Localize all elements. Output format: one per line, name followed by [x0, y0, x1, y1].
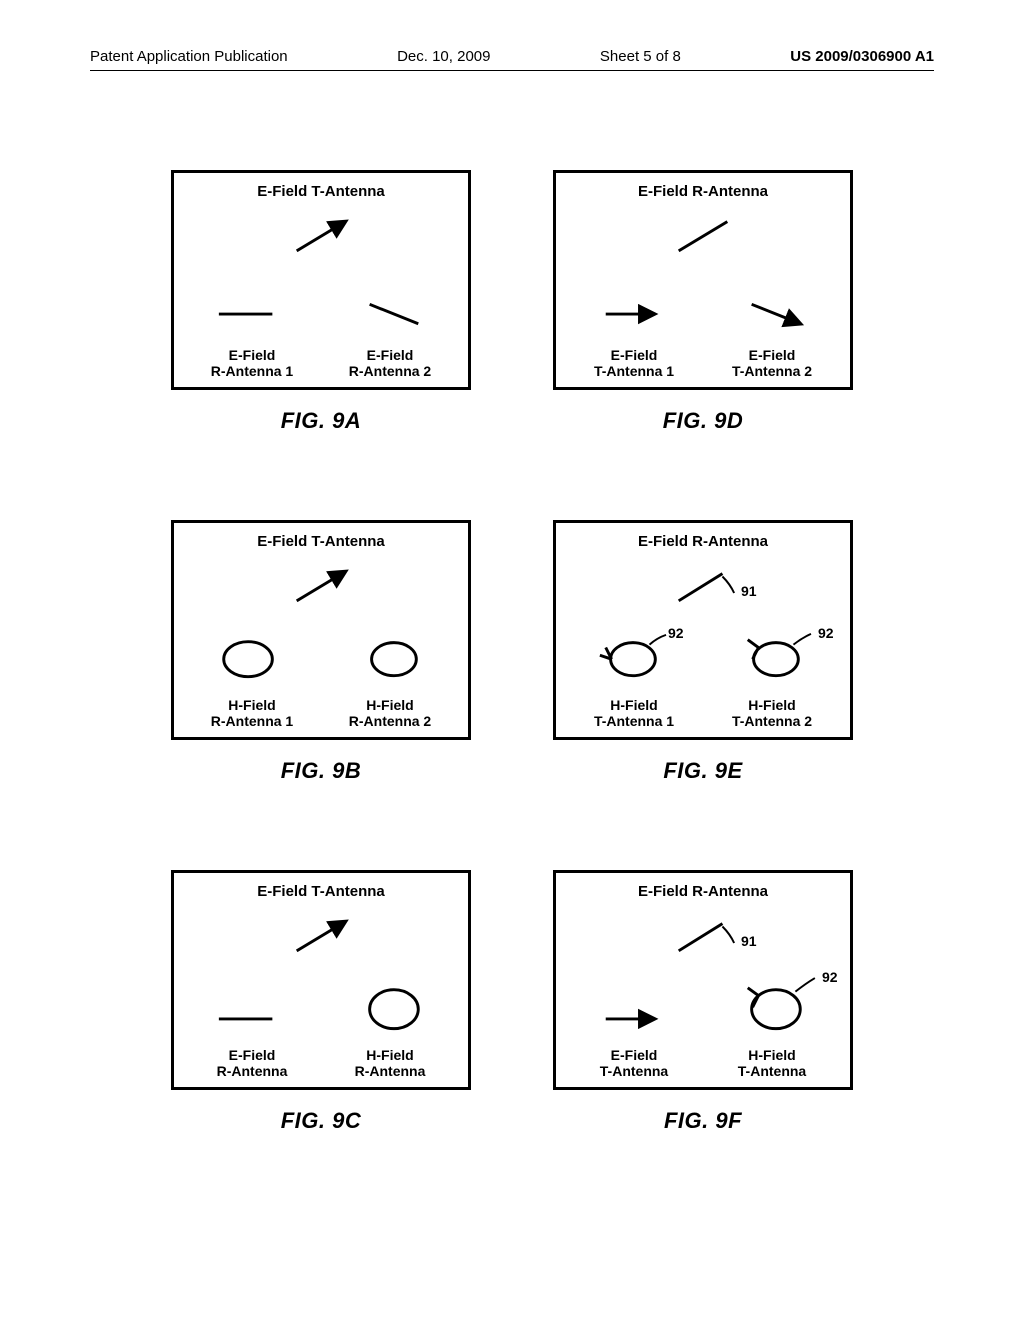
caption-9f: FIG. 9F — [664, 1108, 742, 1134]
panel-9b-bl1: H-Field R-Antenna 1 — [192, 697, 312, 729]
date-label: Dec. 10, 2009 — [397, 48, 490, 65]
panel-9e-bl1: H-Field T-Antenna 1 — [574, 697, 694, 729]
panel-9f-ref91: 91 — [741, 933, 757, 949]
panel-9f-bl2: H-Field T-Antenna — [712, 1047, 832, 1079]
panel-9f-ref92: 92 — [822, 969, 838, 985]
header-rule — [90, 70, 934, 71]
panel-9b-box: E-Field T-Antenna H-Field R-Antenna 1 H-… — [171, 520, 471, 740]
caption-9e: FIG. 9E — [663, 758, 742, 784]
panel-9e-ref92b: 92 — [818, 625, 834, 641]
caption-9a: FIG. 9A — [281, 408, 362, 434]
panel-9b-bl2: H-Field R-Antenna 2 — [330, 697, 450, 729]
caption-9b: FIG. 9B — [281, 758, 362, 784]
panel-9f: E-Field R-Antenna 91 92 E-Field T-Antenn… — [532, 870, 874, 1210]
sheet-label: Sheet 5 of 8 — [600, 48, 681, 65]
panel-9e-bl2: H-Field T-Antenna 2 — [712, 697, 832, 729]
panel-9d-box: E-Field R-Antenna E-Field T-Antenna 1 E-… — [553, 170, 853, 390]
panel-9c: E-Field T-Antenna E-Field R-Antenna H-Fi… — [150, 870, 492, 1210]
panel-9d-bl1: E-Field T-Antenna 1 — [574, 347, 694, 379]
panel-9c-bl2: H-Field R-Antenna — [330, 1047, 450, 1079]
panel-9f-box: E-Field R-Antenna 91 92 E-Field T-Antenn… — [553, 870, 853, 1090]
panel-9e: E-Field R-Antenna 91 92 92 H-Field T-Ant… — [532, 520, 874, 860]
panel-9c-bl1: E-Field R-Antenna — [192, 1047, 312, 1079]
panel-9b: E-Field T-Antenna H-Field R-Antenna 1 H-… — [150, 520, 492, 860]
figures-grid: E-Field T-Antenna E-Field R-Antenna 1 E-… — [0, 170, 1024, 1210]
panel-9d: E-Field R-Antenna E-Field T-Antenna 1 E-… — [532, 170, 874, 510]
panel-9f-bl1: E-Field T-Antenna — [574, 1047, 694, 1079]
panel-9a-bl1: E-Field R-Antenna 1 — [192, 347, 312, 379]
panel-9e-box: E-Field R-Antenna 91 92 92 H-Field T-Ant… — [553, 520, 853, 740]
panel-9e-ref91: 91 — [741, 583, 757, 599]
page-header: Patent Application Publication Dec. 10, … — [0, 48, 1024, 65]
panel-9a-bl2: E-Field R-Antenna 2 — [330, 347, 450, 379]
caption-9c: FIG. 9C — [281, 1108, 362, 1134]
panel-9a: E-Field T-Antenna E-Field R-Antenna 1 E-… — [150, 170, 492, 510]
pubno-label: US 2009/0306900 A1 — [790, 48, 934, 65]
panel-9d-bl2: E-Field T-Antenna 2 — [712, 347, 832, 379]
caption-9d: FIG. 9D — [663, 408, 744, 434]
publication-label: Patent Application Publication — [90, 48, 288, 65]
panel-9a-box: E-Field T-Antenna E-Field R-Antenna 1 E-… — [171, 170, 471, 390]
panel-9e-ref92a: 92 — [668, 625, 684, 641]
panel-9c-box: E-Field T-Antenna E-Field R-Antenna H-Fi… — [171, 870, 471, 1090]
